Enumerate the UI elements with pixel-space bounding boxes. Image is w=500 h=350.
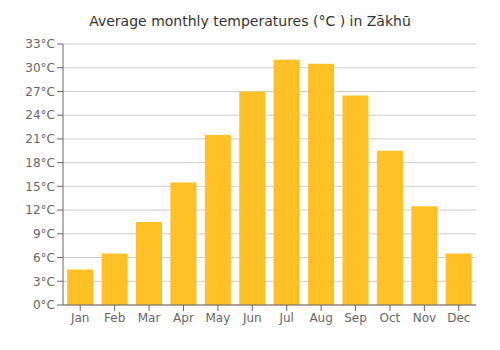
svg-text:30°C: 30°C: [25, 61, 55, 75]
svg-text:18°C: 18°C: [25, 156, 55, 170]
svg-text:12°C: 12°C: [25, 203, 55, 217]
svg-text:Nov: Nov: [413, 311, 436, 325]
svg-text:May: May: [205, 311, 230, 325]
svg-text:Mar: Mar: [138, 311, 161, 325]
svg-text:3°C: 3°C: [33, 275, 55, 289]
svg-text:Feb: Feb: [104, 311, 125, 325]
svg-text:Sep: Sep: [344, 311, 367, 325]
svg-text:27°C: 27°C: [25, 85, 55, 99]
svg-text:33°C: 33°C: [25, 37, 55, 51]
svg-text:Jun: Jun: [242, 311, 262, 325]
svg-text:6°C: 6°C: [33, 251, 55, 265]
html-text:Average monthly temperatures (: Average monthly temperatures (°C ) in Zā…: [89, 13, 411, 29]
svg-text:Dec: Dec: [447, 311, 470, 325]
svg-text:0°C: 0°C: [33, 298, 55, 312]
svg-text:Aug: Aug: [309, 311, 332, 325]
svg-text:Apr: Apr: [173, 311, 194, 325]
svg-text:Jan: Jan: [70, 311, 90, 325]
svg-text:21°C: 21°C: [25, 132, 55, 146]
svg-text:9°C: 9°C: [33, 227, 55, 241]
svg-text:15°C: 15°C: [25, 180, 55, 194]
svg-text:Oct: Oct: [380, 311, 401, 325]
svg-text:24°C: 24°C: [25, 108, 55, 122]
svg-text:Jul: Jul: [278, 311, 293, 325]
